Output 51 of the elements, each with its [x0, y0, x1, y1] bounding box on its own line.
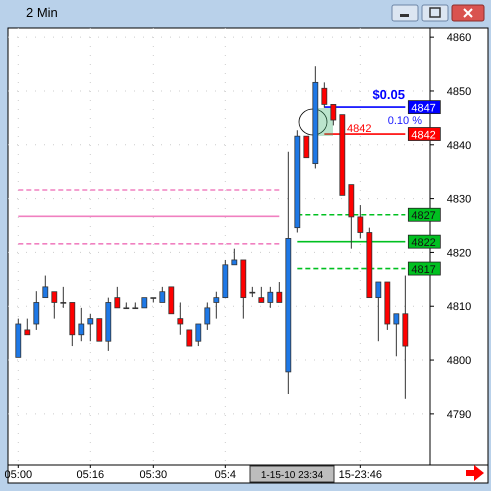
candlestick — [231, 248, 238, 266]
candlestick — [60, 286, 66, 308]
candlestick — [78, 307, 84, 342]
x-tick-label: 05:4 — [214, 469, 236, 481]
y-tick-label: 4790 — [446, 408, 472, 421]
candlestick — [276, 282, 282, 303]
y-tick-label: 4840 — [446, 140, 472, 152]
y-tick-label: 4810 — [446, 301, 472, 314]
candlestick — [267, 286, 274, 308]
annotation: 0.10 % — [388, 115, 422, 127]
candlestick — [321, 82, 328, 108]
y-tick-label: 4850 — [446, 86, 472, 98]
candlestick — [141, 297, 148, 308]
candlestick — [357, 204, 364, 239]
x-tick-label: 05:16 — [76, 469, 104, 481]
annotation: $0.05 — [372, 87, 405, 102]
candlestick — [195, 324, 202, 347]
candlestick — [33, 290, 40, 330]
y-tick-label: 4830 — [446, 194, 472, 206]
data-label: 4842 — [411, 130, 436, 142]
candlestick — [177, 302, 184, 336]
candlestick — [186, 330, 192, 346]
candlestick — [213, 291, 220, 320]
candlestick — [159, 286, 166, 303]
y-tick-label: 4800 — [446, 355, 472, 368]
candlestick — [249, 286, 256, 298]
candlestick — [24, 318, 30, 336]
y-tick-label: 4860 — [446, 32, 472, 44]
candlestick — [87, 313, 94, 342]
candlestick — [51, 291, 58, 320]
data-label: 4817 — [411, 264, 436, 276]
data-label: 4847 — [411, 102, 436, 115]
candlestick — [42, 275, 48, 298]
candlestick — [375, 282, 382, 342]
data-label: 4827 — [411, 210, 436, 222]
chart-title: 2 Min — [26, 5, 58, 20]
candlestick — [132, 302, 138, 310]
annotation: 4842 — [347, 123, 372, 135]
candlestick — [330, 104, 336, 126]
data-label: 4822 — [411, 237, 436, 250]
x-tick-label: 15-23:46 — [338, 469, 382, 481]
x-tick-label: 05:30 — [140, 469, 168, 481]
candlestick — [114, 286, 120, 308]
candlestick — [303, 136, 310, 158]
candlestick — [258, 286, 264, 303]
candlestick — [393, 313, 400, 357]
candlestick — [204, 302, 210, 330]
text: 1-15-10 23:34 — [260, 470, 324, 481]
candlestick — [96, 318, 102, 342]
y-tick-label: 4820 — [446, 247, 472, 260]
candlestick — [123, 302, 130, 310]
